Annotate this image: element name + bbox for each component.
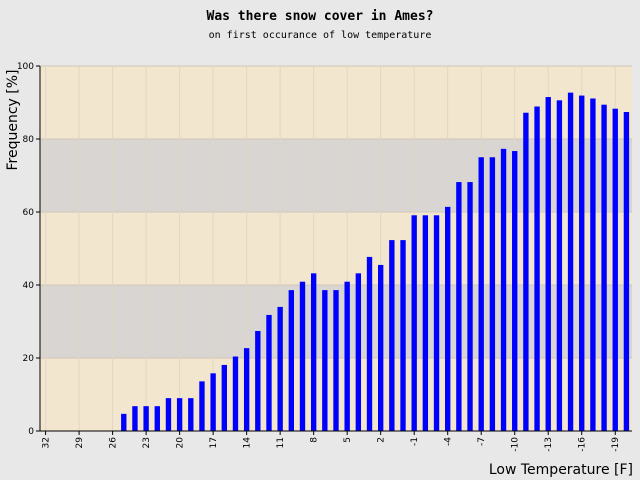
bar-5 [344,281,350,431]
bar-22 [154,406,160,431]
bar--11 [523,112,529,431]
x-tick-label-2: 2 [377,437,387,443]
x-tick-label-32: 32 [42,437,52,448]
x-axis-label: Low Temperature [F] [489,462,633,478]
x-tick-label-26: 26 [109,437,119,449]
bar-14 [243,348,250,431]
x-tick-label--16: -16 [578,437,588,452]
bar-17 [210,373,216,431]
bar--13 [545,97,551,432]
bar-12 [266,314,272,431]
bar--12 [534,106,540,431]
bar-6 [333,290,339,431]
bar-7 [322,290,328,431]
axes [36,65,632,435]
bars [121,92,630,432]
bar-15 [232,356,239,431]
y-tick-label-40: 40 [23,281,35,291]
bar--10 [512,151,518,432]
bar-3 [366,256,373,431]
y-tick-label-80: 80 [23,135,35,145]
bar--1 [411,215,417,431]
x-tick-label-5: 5 [343,437,353,443]
band-3 [40,139,632,212]
band-4 [40,66,632,139]
bar--8 [489,157,496,431]
y-tick-label-100: 100 [17,62,34,72]
x-tick-label-17: 17 [209,437,219,448]
bar-1 [389,240,395,431]
x-tick-label-14: 14 [243,437,253,449]
bar-23 [143,406,149,431]
x-tick-label--7: -7 [477,437,487,446]
bar--7 [478,157,484,431]
bar--17 [590,98,596,432]
bar-21 [165,398,172,431]
bar--5 [456,182,462,431]
bar-19 [188,398,194,431]
y-tick-labels: 0 20 40 60 80 100 [17,62,34,437]
y-axis-label: Frequency [%] [5,69,21,170]
bar-10 [288,290,295,431]
y-tick-label-0: 0 [28,427,34,437]
bar-13 [255,330,261,431]
x-tick-label--13: -13 [544,437,554,452]
bar--4 [445,206,451,431]
bar-16 [221,364,227,431]
x-tick-labels: 32 29 26 23 20 17 14 11 8 5 2 -1 -4 -7 -10 -13 -16 -19 [42,437,622,452]
bar--9 [500,148,507,432]
bar-18 [199,381,205,431]
bar-25 [121,413,127,431]
bar--19 [612,108,618,431]
x-tick-label-20: 20 [176,437,186,449]
band-2 [40,212,632,285]
bar-11 [277,306,283,431]
chart-subtitle: on first occurance of low temperature [209,30,432,41]
chart-title: Was there snow cover in Ames? [207,9,434,24]
x-tick-label--19: -19 [611,437,621,452]
bar--6 [467,182,473,431]
bar--15 [567,92,574,432]
bar--3 [433,215,440,431]
x-tick-label-8: 8 [310,437,320,443]
bar-8 [310,273,317,431]
bar--20 [623,111,630,432]
x-tick-label--1: -1 [410,437,420,446]
bar-4 [355,273,362,431]
x-tick-label--10: -10 [511,437,521,452]
x-tick-label-23: 23 [142,437,152,448]
x-tick-label-29: 29 [75,437,85,449]
bar--16 [579,95,585,431]
bar-24 [132,406,138,431]
bar-9 [299,281,306,431]
bar-20 [176,398,183,431]
y-tick-label-60: 60 [23,208,35,218]
x-tick-label-11: 11 [276,437,286,448]
y-tick-label-20: 20 [23,354,35,364]
bar-2 [377,264,384,431]
bar--14 [556,100,563,431]
x-tick-label--4: -4 [444,437,454,446]
bar-0 [400,240,406,431]
bar--2 [422,215,429,431]
bar--18 [601,104,607,431]
